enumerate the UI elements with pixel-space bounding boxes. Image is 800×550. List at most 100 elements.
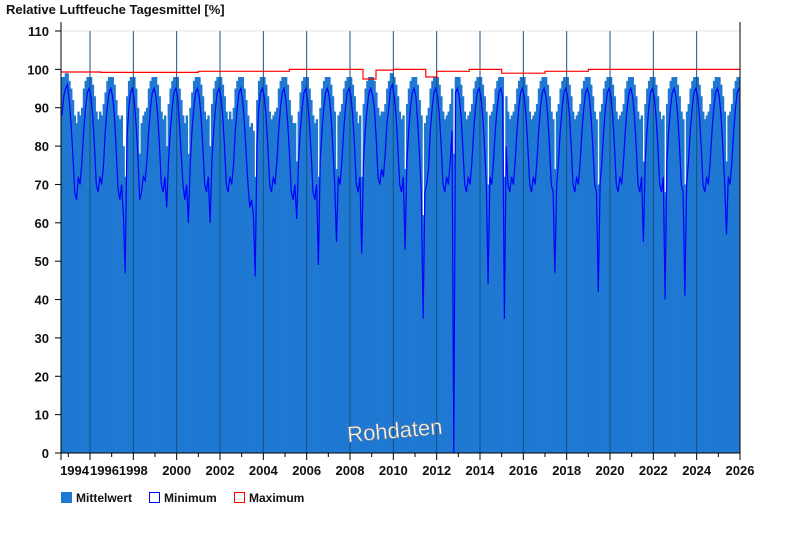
mittelwert-bar [443,119,447,454]
mittelwert-bar [104,92,107,453]
mittelwert-bar [191,92,194,453]
y-tick-label: 70 [35,177,49,192]
mittelwert-bar [546,84,550,453]
mittelwert-bar [407,88,411,453]
mittelwert-bar [308,88,311,453]
mittelwert-bar [214,80,217,453]
plot-area [61,30,740,454]
legend-label-minimum: Minimum [164,491,217,505]
mittelwert-bar [335,169,338,454]
mittelwert-bar [541,77,544,453]
x-tick-label: 2014 [466,463,496,478]
mittelwert-bar [285,77,288,453]
mittelwert-bar [572,111,575,454]
mittelwert-bar [315,119,319,454]
mittelwert-bar [256,100,259,454]
mittelwert-bar [595,119,598,454]
mittelwert-bar [102,103,105,454]
mittelwert-bar [606,77,609,453]
mittelwert-bar [723,111,727,454]
mittelwert-bar [377,107,380,454]
mittelwert-bar [194,77,198,453]
mittelwert-bar [90,77,93,453]
mittelwert-bar [331,96,335,453]
mittelwert-bar [433,77,436,453]
x-tick-label: 2008 [336,463,365,478]
mittelwert-bar [182,115,185,454]
mittelwert-bar [236,80,239,453]
x-tick-label: 2000 [162,463,191,478]
mittelwert-bar [279,80,282,453]
mittelwert-bar [292,123,295,453]
mittelwert-bar [687,103,690,454]
mittelwert-bar [738,77,740,453]
mittelwert-bar [115,100,118,454]
mittelwert-bar [340,103,344,454]
mittelwert-bar [391,73,394,453]
mittelwert-bar [561,80,564,453]
mittelwert-bar [465,119,468,454]
mittelwert-bar [499,77,503,453]
mittelwert-bar [716,77,719,453]
mittelwert-bar [734,80,737,453]
mittelwert-bar [615,111,618,454]
mittelwert-bar [534,111,537,454]
mittelwert-bar [342,88,346,453]
mittelwert-bar [108,77,111,453]
mittelwert-bar [61,77,64,453]
mittelwert-bar [272,115,275,454]
mittelwert-bar [71,100,75,454]
mittelwert-bar [265,84,268,453]
mittelwert-bar [310,100,313,454]
mittelwert-bar [317,176,320,454]
mittelwert-bar [333,111,337,454]
mittelwert-bar [339,111,342,454]
x-tick-label: 2016 [509,463,538,478]
mittelwert-bar [223,96,226,453]
mittelwert-bar [82,88,86,453]
mittelwert-bar [126,96,129,453]
mittelwert-bar [290,115,293,454]
mittelwert-bar [649,77,653,453]
mittelwert-bar [480,77,483,453]
mittelwert-bar [730,103,734,454]
mittelwert-bar [635,96,638,453]
y-tick-label: 40 [35,293,49,308]
mittelwert-bar [346,77,349,453]
legend-swatch-mittelwert [61,492,72,503]
x-tick-label: 2010 [379,463,408,478]
mittelwert-bar [70,88,73,453]
mittelwert-bar [611,84,615,453]
mittelwert-bar [176,77,179,453]
mittelwert-bar [196,77,199,453]
mittelwert-bar [617,119,620,454]
mittelwert-bar [364,88,367,453]
x-tick-label: 2018 [552,463,581,478]
mittelwert-bar [120,115,124,454]
mittelwert-bar [304,77,308,453]
mittelwert-bar [667,88,671,453]
mittelwert-bar [552,119,555,454]
mittelwert-bar [559,88,562,453]
mittelwert-bar [525,84,528,453]
mittelwert-bar [238,77,241,453]
mittelwert-bar [301,80,304,453]
mittelwert-bar [718,77,721,453]
mittelwert-bar [64,73,68,453]
mittelwert-bar [570,96,573,453]
mittelwert-bar [662,115,665,454]
mittelwert-bar [424,123,427,453]
mittelwert-bar [590,84,593,453]
mittelwert-bar [259,77,263,453]
mittelwert-bar [461,96,465,453]
mittelwert-bar [97,119,100,454]
mittelwert-bar [711,88,714,453]
mittelwert-bar [651,77,654,453]
mittelwert-bar [467,115,470,454]
mittelwert-bar [721,96,725,453]
mittelwert-bar [550,111,553,454]
mittelwert-bar [526,96,530,453]
mittelwert-bar [470,103,474,454]
mittelwert-bar [656,96,660,453]
mittelwert-bar [425,115,429,454]
